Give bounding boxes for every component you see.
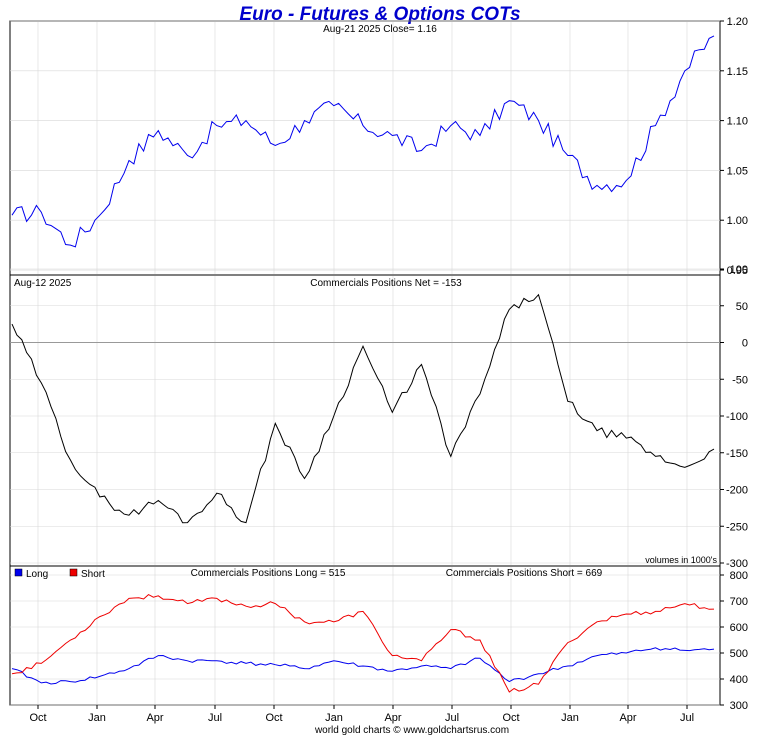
net-annotation: Commercials Positions Net = -153: [310, 278, 462, 289]
legend-short-swatch: [69, 568, 78, 577]
chart-title: Euro - Futures & Options COTs: [239, 4, 520, 25]
y-tick-label: -200: [726, 485, 748, 497]
x-tick-label: Jan: [561, 712, 579, 724]
price-annotation: Aug-21 2025 Close= 1.16: [323, 24, 437, 35]
legend-long-swatch: [14, 568, 23, 577]
y-tick-label: -250: [726, 521, 748, 533]
y-tick-label: -50: [732, 374, 748, 386]
y-tick-label: 1.10: [727, 116, 748, 128]
y-tick-label: 1.05: [727, 165, 748, 177]
y-tick-label: 800: [730, 570, 748, 582]
ls-panel-frame: [9, 565, 721, 706]
y-tick-label: 400: [730, 674, 748, 686]
y-tick-label: 50: [736, 301, 748, 313]
y-tick-label: 600: [730, 622, 748, 634]
net-date-label: Aug-12 2025: [14, 278, 72, 289]
y-tick-label: 500: [730, 648, 748, 660]
x-tick-label: Oct: [265, 712, 282, 724]
y-tick-label: 100: [730, 264, 748, 276]
price-line: [11, 35, 715, 248]
y-tick-label: 700: [730, 596, 748, 608]
y-tick-label: 1.00: [727, 215, 748, 227]
x-tick-label: Oct: [29, 712, 46, 724]
x-tick-label: Apr: [146, 712, 163, 724]
long-annotation: Commercials Positions Long = 515: [191, 568, 346, 579]
y-tick-label: 0.95: [727, 265, 748, 277]
legend-short-label: Short: [81, 569, 105, 580]
y-tick-label: -300: [726, 558, 748, 570]
net-panel-frame: [9, 274, 721, 567]
footer-credit: world gold charts © www.goldchartsrus.co…: [314, 725, 509, 735]
short-annotation: Commercials Positions Short = 669: [446, 568, 603, 579]
net-position-line: [11, 293, 715, 524]
y-tick-label: 300: [730, 700, 748, 712]
legend-long-label: Long: [26, 569, 48, 580]
x-tick-label: Jan: [88, 712, 106, 724]
x-tick-label: Jan: [325, 712, 343, 724]
x-tick-label: Jul: [445, 712, 459, 724]
price-panel: 1.20 1.15 1.10 1.05 1.00 0.95: [10, 16, 748, 277]
short-position-line: [11, 593, 715, 693]
x-tick-label: Jul: [680, 712, 694, 724]
long-position-line: [11, 647, 715, 685]
y-tick-label: 1.15: [727, 66, 748, 78]
ls-panel: 800 700 600 500 400 300 Oct Jan Apr Jul Oct Jan Apr J…: [10, 567, 748, 724]
x-tick-label: Jul: [208, 712, 222, 724]
y-tick-label: 0: [742, 338, 748, 350]
y-tick-label: -150: [726, 448, 748, 460]
x-tick-label: Apr: [384, 712, 401, 724]
price-panel-frame: [9, 20, 721, 276]
x-tick-label: Apr: [619, 712, 636, 724]
y-tick-label: 1.20: [727, 16, 748, 28]
y-tick-label: -100: [726, 411, 748, 423]
x-tick-label: Oct: [502, 712, 519, 724]
net-panel: 100 50 0 -50 -100 -150 -200 -250 -300: [10, 264, 748, 570]
volume-note: volumes in 1000's: [645, 555, 717, 565]
